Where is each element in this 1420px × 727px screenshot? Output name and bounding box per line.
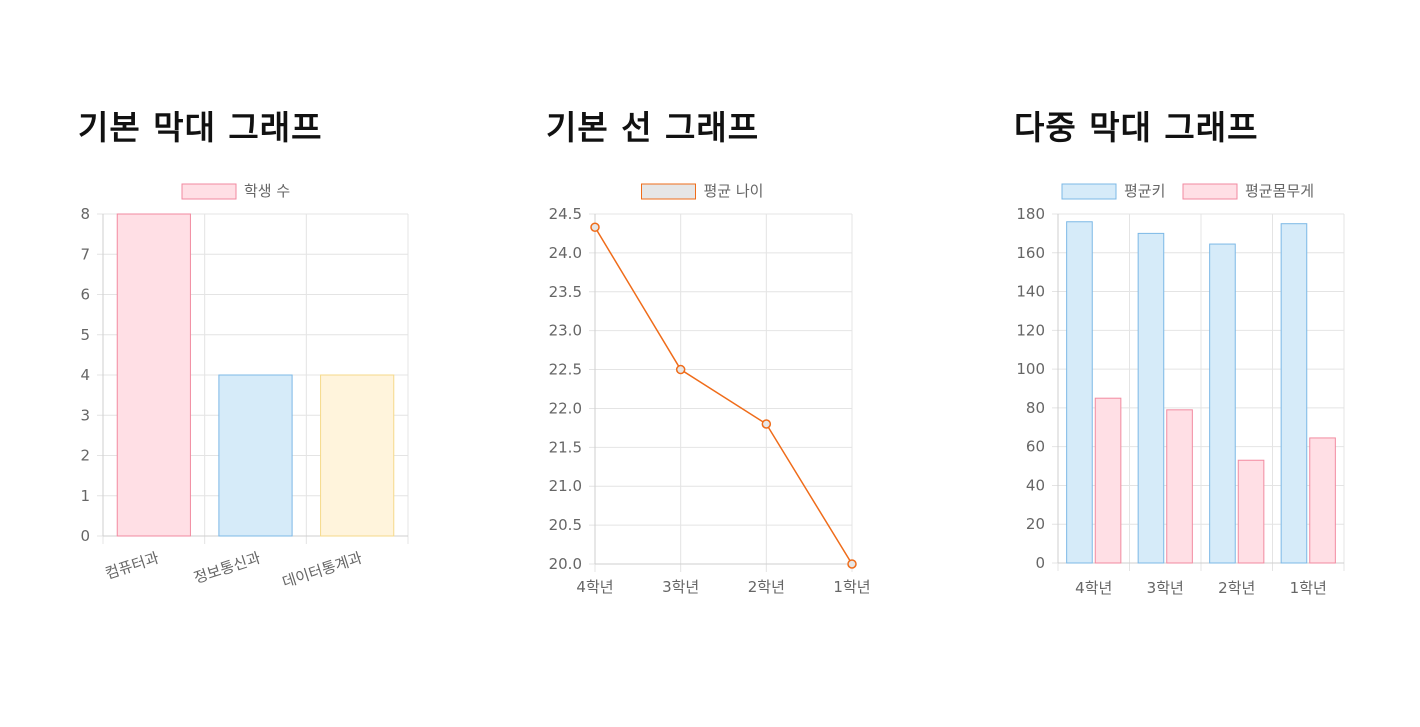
y-tick-label: 160	[1016, 244, 1045, 262]
data-point	[847, 559, 857, 569]
y-tick-label: 0	[1035, 554, 1045, 572]
grouped-bar-chart: 평균키 평균몸무게 0 20 40 60 80 100 120 140 160 180 4학년 3학년 2학…	[1016, 182, 1345, 597]
y-tick-label: 6	[80, 286, 90, 304]
data-point	[590, 222, 600, 232]
legend-label: 평균몸무게	[1245, 182, 1314, 200]
x-tick-label: 컴퓨터과	[103, 549, 161, 583]
y-tick-label: 8	[80, 205, 90, 223]
x-tick-label: 2학년	[748, 578, 785, 596]
y-tick-label: 20	[1026, 515, 1045, 533]
legend-item: 평균 나이	[641, 182, 764, 200]
bar	[1094, 397, 1122, 564]
y-tick-label: 20.5	[549, 516, 582, 534]
legend-swatch	[1182, 183, 1238, 200]
x-tick-label: 1학년	[1290, 579, 1327, 597]
data-point	[761, 419, 772, 429]
chart-heading: 기본 막대 그래프	[78, 108, 323, 147]
x-tick-label: 1학년	[833, 578, 870, 596]
legend-item: 학생 수	[181, 182, 290, 200]
y-tick-label: 22.5	[549, 361, 582, 379]
y-tick-label: 0	[80, 527, 90, 545]
bar	[1137, 232, 1165, 564]
x-tick-label: 4학년	[1075, 579, 1112, 597]
y-tick-label: 20.0	[549, 555, 582, 573]
bar	[1237, 459, 1265, 564]
y-tick-label: 120	[1016, 321, 1045, 339]
bar	[1209, 243, 1236, 564]
legend-item: 평균키	[1061, 182, 1165, 200]
x-tick-label: 2학년	[1218, 579, 1255, 597]
y-tick-label: 100	[1016, 360, 1045, 378]
y-tick-label: 1	[80, 487, 90, 505]
legend-item: 평균몸무게	[1182, 182, 1314, 200]
bar	[1166, 409, 1193, 564]
y-tick-label: 24.0	[549, 244, 582, 262]
y-tick-label: 3	[80, 406, 90, 424]
x-tick-label: 정보통신과	[192, 549, 263, 588]
y-tick-label: 40	[1026, 476, 1045, 494]
x-tick-label: 3학년	[662, 578, 699, 596]
y-tick-label: 24.5	[549, 205, 582, 223]
bar	[1309, 437, 1336, 564]
y-tick-label: 21.5	[549, 438, 582, 456]
y-tick-label: 5	[80, 326, 90, 344]
x-tick-label: 데이터통계과	[280, 549, 365, 592]
y-tick-label: 4	[80, 366, 90, 384]
bar	[116, 213, 191, 537]
chart-heading: 다중 막대 그래프	[1014, 108, 1259, 147]
y-tick-label: 60	[1026, 438, 1045, 456]
chart-panel-basic-bar: 기본 막대 그래프 학생 수 0 1 2 3 4 5 6 7 8 컴퓨터과 정보통신과 데이터통계과	[78, 0, 518, 727]
chart-panel-basic-line: 기본 선 그래프 평균 나이 20.0 20.5 21.0 21.5 22.0 22.5 23…	[546, 0, 986, 727]
bar	[218, 374, 293, 537]
y-tick-label: 22.0	[549, 399, 582, 417]
bar	[1066, 221, 1093, 564]
line-chart: 평균 나이 20.0 20.5 21.0 21.5 22.0 22.5 23.0 23.5 24.…	[549, 182, 871, 596]
bar	[320, 374, 395, 537]
y-tick-label: 180	[1016, 205, 1045, 223]
legend-swatch	[641, 183, 696, 200]
bar-chart: 학생 수 0 1 2 3 4 5 6 7 8 컴퓨터과 정보통신과 데이터통계과	[80, 182, 409, 592]
y-tick-label: 21.0	[549, 477, 582, 495]
chart-heading: 기본 선 그래프	[546, 108, 760, 147]
y-tick-label: 80	[1026, 399, 1045, 417]
data-point	[675, 364, 686, 375]
legend-swatch	[1061, 183, 1117, 200]
legend-label: 평균 나이	[704, 182, 764, 200]
legend-label: 평균키	[1124, 182, 1165, 200]
y-tick-label: 2	[80, 447, 90, 465]
y-tick-label: 23.5	[549, 283, 582, 301]
y-tick-label: 7	[80, 245, 90, 263]
y-tick-label: 140	[1016, 283, 1045, 301]
bar	[1280, 223, 1308, 564]
legend-swatch	[181, 183, 237, 200]
x-tick-label: 4학년	[576, 578, 613, 596]
legend-label: 학생 수	[244, 182, 290, 200]
series-line	[594, 226, 853, 565]
x-tick-label: 3학년	[1147, 579, 1184, 597]
chart-panel-multi-bar: 다중 막대 그래프 평균키 평균몸무게 0 20 40 60 80 100 120 140 160 1…	[1014, 0, 1420, 727]
y-tick-label: 23.0	[549, 322, 582, 340]
